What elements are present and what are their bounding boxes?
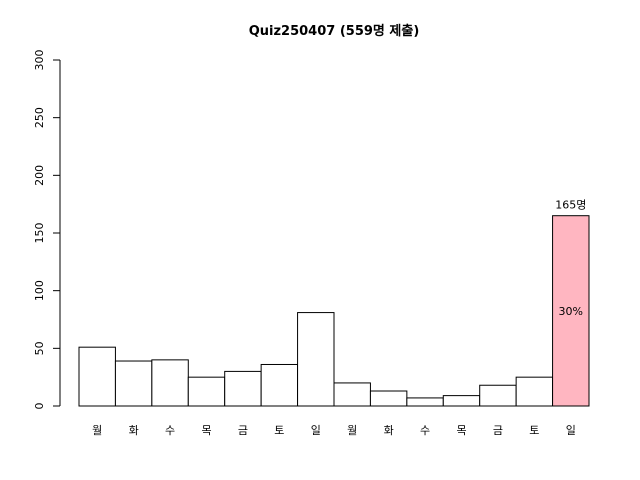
- bars-group: [78, 215, 590, 407]
- x-tick-label: 월: [347, 424, 357, 437]
- bar: [406, 397, 444, 407]
- y-axis: 0 50 100 150 200 250 300: [33, 50, 61, 410]
- x-tick-label: 화: [129, 424, 139, 437]
- x-tick-label: 화: [384, 424, 394, 437]
- x-tick-label: 수: [165, 424, 175, 437]
- y-tick-label: 100: [33, 280, 46, 301]
- bar: [333, 382, 371, 407]
- bar: [515, 376, 554, 407]
- bar: [187, 376, 226, 407]
- y-tick-label: 200: [33, 165, 46, 186]
- bar: [78, 346, 116, 407]
- y-tick-label: 0: [33, 403, 46, 410]
- bar-highlight: [552, 215, 590, 407]
- y-tick-label: 50: [33, 341, 46, 355]
- x-tick-label: 목: [201, 424, 211, 437]
- x-tick-label: 토: [529, 424, 539, 437]
- bar: [297, 312, 335, 407]
- bar: [151, 359, 189, 407]
- y-tick-label: 250: [33, 107, 46, 128]
- x-tick-label: 금: [493, 424, 503, 437]
- bar-value-label: 165명: [555, 199, 586, 212]
- x-tick-label: 금: [238, 424, 248, 437]
- bar: [479, 384, 517, 407]
- bar: [224, 370, 262, 407]
- chart-title: Quiz250407 (559명 제출): [249, 23, 420, 39]
- bar: [369, 390, 408, 407]
- y-tick-label: 150: [33, 223, 46, 244]
- x-tick-label: 수: [420, 424, 430, 437]
- x-tick-label: 일: [566, 423, 576, 437]
- x-tick-label: 일: [311, 423, 321, 437]
- x-tick-label: 목: [456, 424, 466, 437]
- x-tick-label: 월: [92, 424, 102, 437]
- bar: [442, 395, 481, 407]
- bar: [114, 360, 153, 407]
- bar: [260, 363, 299, 407]
- bar-percent-label: 30%: [559, 305, 583, 318]
- y-tick-label: 300: [33, 50, 46, 71]
- x-tick-label: 토: [274, 424, 284, 437]
- data-labels: 165명 30%: [555, 199, 586, 318]
